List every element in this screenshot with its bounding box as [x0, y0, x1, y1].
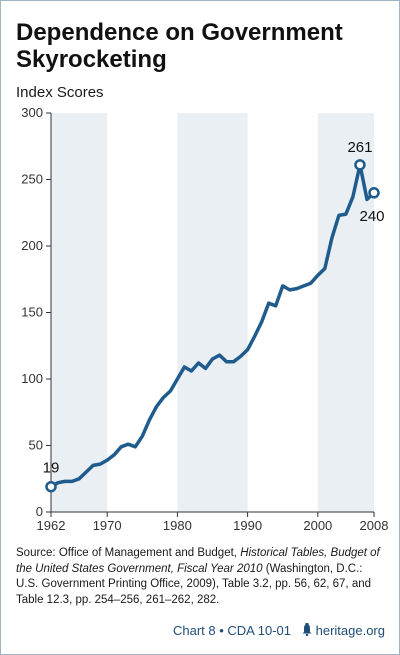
- footer: Chart 8 • CDA 10-01 heritage.org: [173, 623, 385, 639]
- y-tick-label-200: 200: [21, 238, 43, 253]
- y-tick-label-100: 100: [21, 371, 43, 386]
- shaded-band-0: [51, 113, 108, 512]
- series-line: [49, 163, 376, 489]
- y-tick-label-0: 0: [36, 504, 43, 519]
- y-axis-label: Index Scores: [16, 84, 104, 101]
- x-tick-label-1990: 1990: [233, 518, 262, 531]
- y-tick-label-300: 300: [21, 105, 43, 120]
- x-tick-label-1962: 1962: [37, 518, 66, 531]
- shaded-band-2: [317, 113, 374, 512]
- data-label-261: 261: [347, 139, 372, 156]
- source-note: Source: Office of Management and Budget,…: [16, 546, 388, 608]
- data-marker-240: [368, 187, 380, 199]
- x-tick-label-1980: 1980: [163, 518, 192, 531]
- data-marker-261: [354, 159, 366, 171]
- x-tick-label-2008: 2008: [360, 518, 389, 531]
- data-marker-19: [45, 480, 57, 493]
- chart-id: Chart 8 • CDA 10-01: [172, 623, 291, 638]
- x-tick-label-2000: 2000: [303, 518, 332, 531]
- y-tick-label-250: 250: [21, 172, 43, 187]
- line-chart: 0 50 100 150 200 250 300 1962 1970 1980 1990 2000 20…: [21, 105, 389, 531]
- site-link[interactable]: heritage.org: [315, 623, 385, 638]
- source-label: Source:: [16, 547, 56, 559]
- y-tick-label-50: 50: [29, 438, 43, 453]
- y-tick-label-150: 150: [21, 305, 43, 320]
- data-label-240: 240: [359, 208, 384, 225]
- liberty-bell-icon: [301, 623, 313, 639]
- chart-title: Dependence on Government Skyrocketing: [16, 19, 343, 73]
- shaded-band-1: [177, 113, 248, 512]
- data-label-19: 19: [43, 460, 60, 477]
- x-tick-label-1970: 1970: [93, 518, 122, 531]
- source-text-2: (Washington, D.C.: U.S. Government Print…: [16, 562, 372, 606]
- source-publication: Historical Tables, Budget of the United …: [16, 547, 380, 575]
- source-text-1: Office of Management and Budget,: [55, 547, 241, 559]
